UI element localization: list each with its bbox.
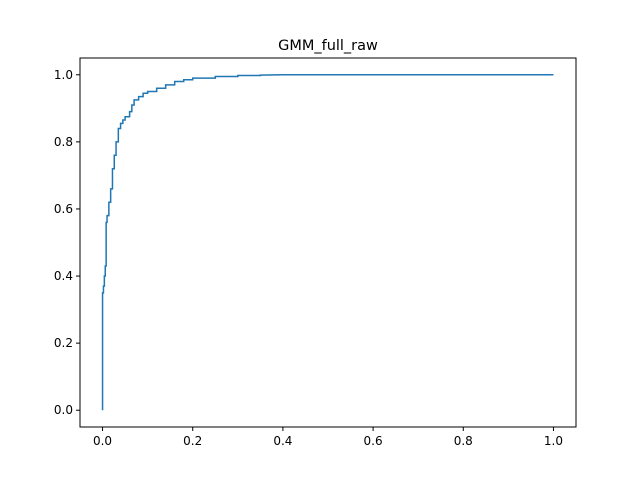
x-tick-label: 0.6 [364,434,383,448]
series-line-0 [101,74,554,411]
y-tick-label: 1.0 [54,68,73,82]
x-axis: 0.0 0.2 0.4 0.6 0.8 1.0 [93,427,563,448]
x-tick-label: 0.4 [273,434,292,448]
x-tick-label: 0.2 [183,434,202,448]
y-tick-label: 0.4 [54,269,73,283]
plot-area [101,74,554,411]
x-tick-label: 0.0 [93,434,112,448]
y-tick-label: 0.6 [54,202,73,216]
y-tick-label: 0.8 [54,135,73,149]
y-tick-label: 0.2 [54,336,73,350]
y-axis: 0.0 0.2 0.4 0.6 0.8 1.0 [54,68,80,417]
x-tick-label: 1.0 [544,434,563,448]
chart-title: GMM_full_raw [278,38,378,54]
axes-frame [79,57,577,428]
x-tick-label: 0.8 [454,434,473,448]
y-tick-label: 0.0 [54,403,73,417]
